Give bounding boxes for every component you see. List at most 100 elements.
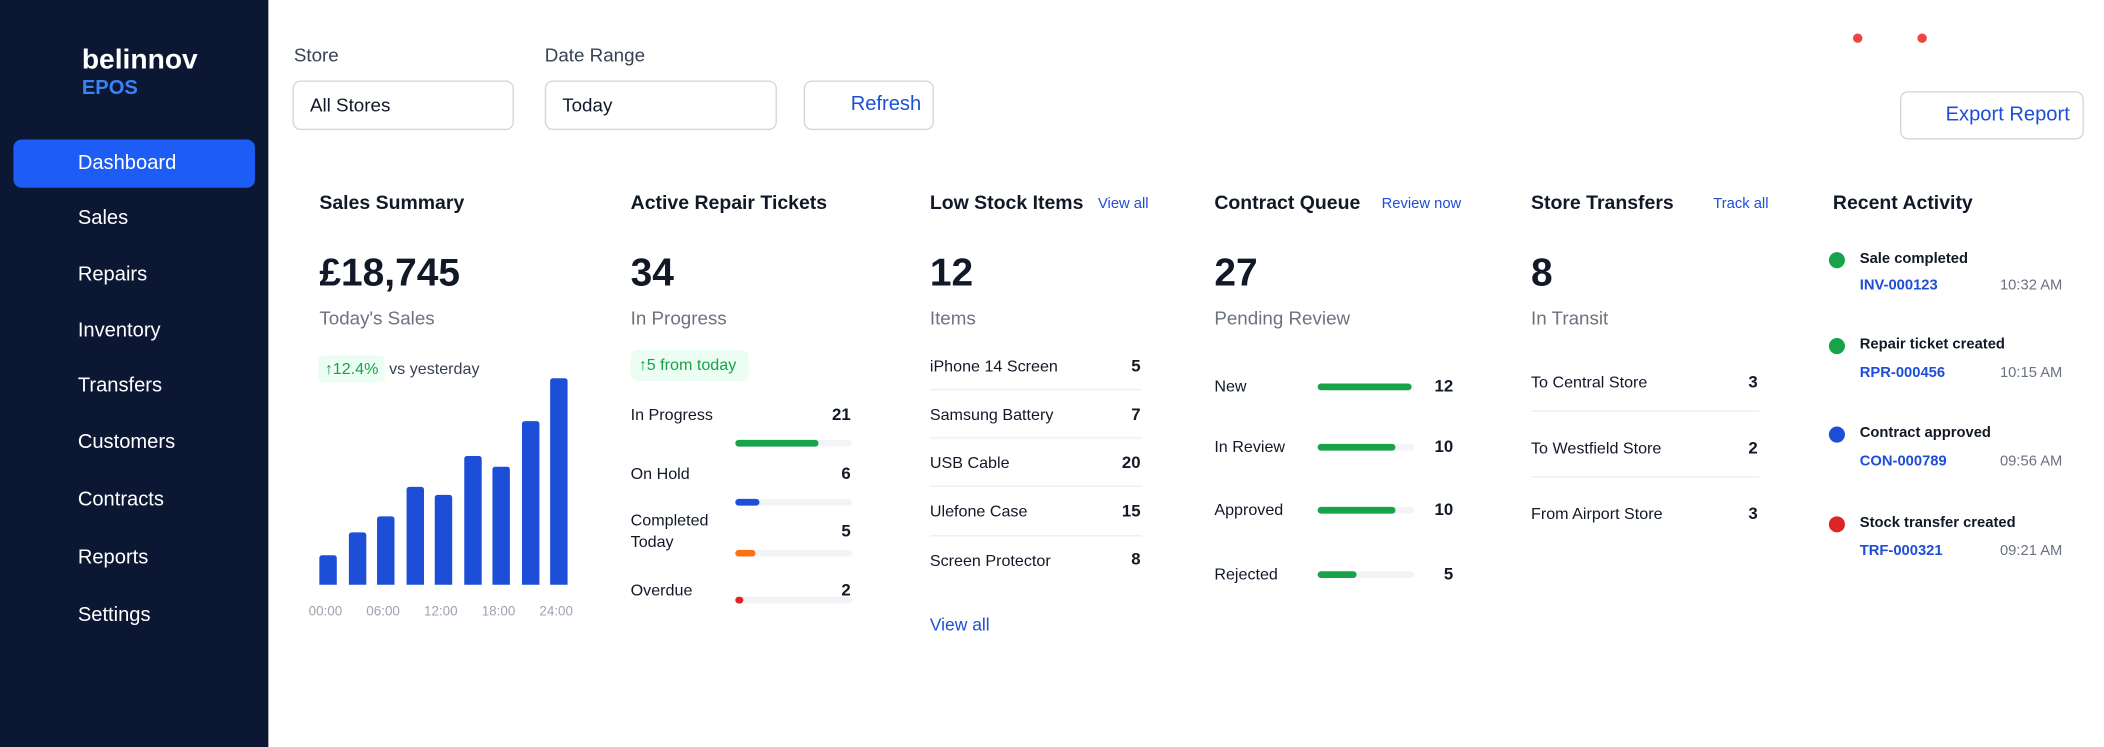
card-link[interactable]: Review now — [1381, 196, 1462, 213]
nav-label[interactable]: Dashboard — [77, 151, 177, 175]
header-icon[interactable] — [2029, 34, 2059, 64]
progress-bar — [735, 439, 819, 447]
card-link[interactable]: View all — [1097, 196, 1149, 213]
chevron — [478, 95, 497, 114]
row-label: iPhone 14 Screen — [929, 356, 1058, 376]
progress-bar — [1317, 506, 1396, 514]
row-value: 7 — [1131, 404, 1141, 424]
card-count: 12 — [929, 251, 974, 295]
export-label[interactable]: Export Report — [1945, 103, 2070, 127]
nav-icon — [31, 148, 63, 180]
refresh-button[interactable] — [803, 80, 934, 131]
x-tick-label: 12:00 — [424, 604, 458, 620]
filter-label: Store — [293, 43, 339, 66]
row-value: 2 — [841, 580, 851, 599]
card-title: Store Transfers — [1530, 193, 1674, 215]
x-tick-label: 18:00 — [481, 604, 516, 620]
row-label: New — [1214, 376, 1247, 396]
row-label: Screen Protector — [929, 550, 1051, 570]
card-caption: Today's Sales — [319, 306, 435, 329]
row-value: 5 — [841, 521, 851, 540]
row-value: 3 — [1748, 503, 1758, 523]
filter-label: Date Range — [544, 43, 646, 66]
card-count: 34 — [630, 251, 674, 295]
nav-label[interactable]: Customers — [77, 430, 176, 454]
card-link[interactable]: Track all — [1713, 196, 1769, 213]
card-title: Sales Summary — [319, 193, 465, 215]
card-title: Recent Activity — [1832, 193, 1973, 215]
sales-bar — [434, 494, 453, 585]
header-icon[interactable] — [1771, 34, 1801, 64]
status-dot — [1828, 337, 1845, 355]
row-label: Samsung Battery — [929, 405, 1054, 424]
row-value: 3 — [1748, 372, 1758, 391]
progress-bar — [1317, 383, 1412, 391]
card-count: 27 — [1214, 251, 1258, 295]
nav-icon — [31, 315, 63, 347]
activity-title: Stock transfer created — [1859, 515, 2016, 532]
nav-label[interactable]: Transfers — [77, 374, 163, 397]
row-divider — [929, 388, 1142, 391]
notification-dot — [1917, 33, 1927, 43]
progress-bar — [735, 596, 744, 604]
store-select[interactable] — [292, 80, 514, 131]
card-link[interactable]: View all — [929, 614, 990, 635]
row-value: 10 — [1434, 436, 1454, 456]
nav-label[interactable]: Inventory — [77, 319, 161, 342]
card-caption: Pending Review — [1214, 306, 1351, 329]
progress-bar — [735, 498, 760, 506]
row-label: In Progress — [630, 405, 713, 424]
row-value: 12 — [1434, 376, 1454, 395]
refresh-icon — [820, 94, 843, 117]
progress-bar — [1317, 571, 1357, 579]
sales-bar — [550, 378, 568, 585]
nav-icon — [31, 203, 63, 235]
nav-label[interactable]: Sales — [77, 206, 129, 230]
row-label: USB Cable — [929, 453, 1010, 473]
x-tick-label: 00:00 — [308, 604, 343, 620]
sales-bar — [319, 555, 337, 585]
sales-bar — [492, 466, 510, 585]
date-select[interactable] — [544, 80, 777, 131]
row-label: Completed Today — [630, 510, 709, 552]
row-value: 5 — [1131, 356, 1141, 375]
logo-icon — [30, 40, 73, 83]
activity-ref[interactable]: CON-000789 — [1859, 453, 1947, 470]
refresh-label[interactable]: Refresh — [850, 92, 922, 116]
chevron — [741, 95, 760, 114]
activity-ref[interactable]: INV-000123 — [1859, 278, 1938, 295]
change-note: vs yesterday — [389, 359, 480, 378]
activity-ref[interactable]: RPR-000456 — [1859, 365, 1946, 382]
progress-track — [735, 596, 853, 604]
nav-icon — [31, 542, 63, 574]
nav-icon — [31, 426, 63, 458]
sales-bar — [521, 421, 539, 585]
select-value: All Stores — [309, 93, 391, 115]
nav-icon — [31, 259, 63, 291]
nav-label[interactable]: Reports — [77, 545, 149, 569]
activity-time: 10:32 AM — [1999, 278, 2063, 295]
badge — [630, 350, 749, 381]
activity-ref[interactable]: TRF-000321 — [1859, 543, 1943, 560]
nav-icon — [31, 370, 63, 402]
sales-bar — [377, 516, 395, 585]
export-button[interactable] — [1899, 91, 2084, 140]
activity-title: Contract approved — [1859, 425, 1991, 442]
row-value: 21 — [832, 404, 851, 424]
activity-title: Sale completed — [1859, 251, 1969, 268]
sales-bar — [463, 455, 482, 585]
progress-bar — [735, 549, 756, 557]
nav-item[interactable] — [13, 139, 255, 188]
sidebar — [0, 0, 269, 747]
nav-label[interactable]: Contracts — [77, 488, 164, 511]
progress-track — [735, 549, 853, 557]
header-icon[interactable] — [1964, 34, 1994, 64]
row-value: 20 — [1121, 453, 1141, 472]
activity-time: 09:21 AM — [1999, 543, 2063, 560]
card-title: Contract Queue — [1214, 193, 1361, 215]
row-label: From Airport Store — [1530, 503, 1663, 523]
nav-label[interactable]: Repairs — [77, 262, 148, 286]
row-label: Ulefone Case — [929, 502, 1028, 521]
progress-bar — [1317, 443, 1396, 451]
nav-label[interactable]: Settings — [77, 603, 151, 627]
